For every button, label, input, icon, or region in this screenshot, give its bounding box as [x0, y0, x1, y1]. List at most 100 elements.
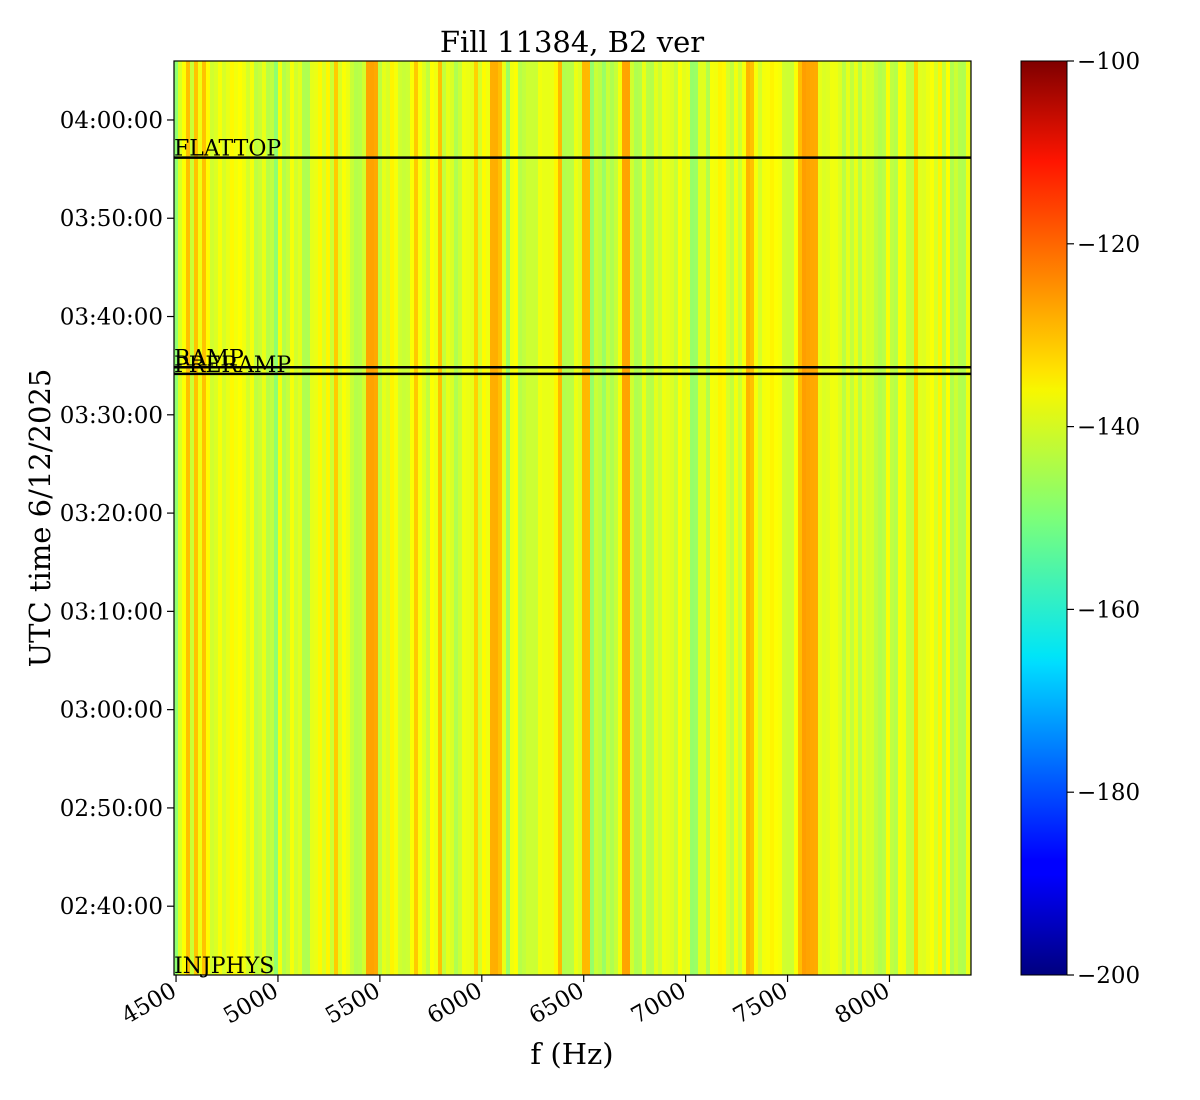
- heatmap-cells: [174, 61, 971, 975]
- heatmap-column: [670, 61, 675, 975]
- heatmap-column: [386, 61, 391, 975]
- heatmap-column: [722, 61, 727, 975]
- heatmap-column: [590, 61, 595, 975]
- heatmap-column: [854, 61, 859, 975]
- heatmap-column: [850, 61, 855, 975]
- heatmap-column: [458, 61, 463, 975]
- heatmap-column: [266, 61, 271, 975]
- heatmap-column: [418, 61, 423, 975]
- heatmap-column: [518, 61, 523, 975]
- heatmap-column: [422, 61, 427, 975]
- heatmap-column: [778, 61, 783, 975]
- y-tick-label: 03:20:00: [60, 501, 163, 527]
- heatmap-column: [898, 61, 903, 975]
- heatmap-column: [790, 61, 795, 975]
- heatmap-column: [802, 61, 807, 975]
- heatmap-column: [638, 61, 643, 975]
- heatmap-column: [678, 61, 683, 975]
- heatmap-column: [462, 61, 467, 975]
- x-tick-label: 7000: [627, 978, 691, 1030]
- heatmap-column: [730, 61, 735, 975]
- plot-frame: [173, 60, 972, 976]
- heatmap-column: [530, 61, 535, 975]
- heatmap-column: [410, 61, 415, 975]
- heatmap-column: [434, 61, 439, 975]
- heatmap-column: [762, 61, 767, 975]
- heatmap-column: [826, 61, 831, 975]
- x-tick-label: 6000: [423, 978, 487, 1030]
- heatmap-column: [254, 61, 259, 975]
- heatmap-column: [858, 61, 863, 975]
- heatmap-column: [334, 61, 339, 975]
- x-tick-label: 7500: [729, 978, 793, 1030]
- heatmap-column: [234, 61, 239, 975]
- heatmap-column: [482, 61, 487, 975]
- heatmap-column: [206, 61, 211, 975]
- colorbar-tick-label: −160: [1077, 597, 1140, 623]
- heatmap-column: [662, 61, 667, 975]
- heatmap-column: [426, 61, 431, 975]
- colorbar-tick-label: −140: [1077, 415, 1140, 441]
- heatmap-column: [438, 61, 443, 975]
- y-tick-label: 02:40:00: [60, 894, 163, 920]
- y-tick-label: 02:50:00: [60, 796, 163, 822]
- heatmap-column: [958, 61, 963, 975]
- heatmap-column: [930, 61, 935, 975]
- heatmap-column: [486, 61, 491, 975]
- heatmap-column: [718, 61, 723, 975]
- heatmap-column: [454, 61, 459, 975]
- heatmap-column: [710, 61, 715, 975]
- chart-title: Fill 11384, B2 ver: [440, 25, 704, 59]
- heatmap-column: [806, 61, 811, 975]
- heatmap-column: [646, 61, 651, 975]
- heatmap-column: [954, 61, 959, 975]
- heatmap-column: [878, 61, 883, 975]
- heatmap-column: [734, 61, 739, 975]
- heatmap-column: [326, 61, 331, 975]
- heatmap-column: [686, 61, 691, 975]
- heatmap-column: [298, 61, 303, 975]
- heatmap-column: [554, 61, 559, 975]
- heatmap-column: [758, 61, 763, 975]
- y-axis-label: UTC time 6/12/2025: [23, 369, 57, 668]
- heatmap-column: [246, 61, 251, 975]
- heatmap-column: [822, 61, 827, 975]
- heatmap-column: [302, 61, 307, 975]
- heatmap-column: [354, 61, 359, 975]
- heatmap-column: [626, 61, 631, 975]
- heatmap-column: [514, 61, 519, 975]
- colorbar-tick-label: −100: [1077, 49, 1140, 75]
- y-tick-label: 04:00:00: [60, 108, 163, 134]
- x-axis: 4500 5000 5500 6000 6500 7000 7500 8000: [117, 975, 894, 1029]
- heatmap-column: [202, 61, 207, 975]
- heatmap-column: [394, 61, 399, 975]
- heatmap-column: [182, 61, 187, 975]
- heatmap-column: [174, 61, 179, 975]
- heatmap-column: [258, 61, 263, 975]
- y-tick-label: 03:40:00: [60, 305, 163, 331]
- heatmap-column: [946, 61, 951, 975]
- heatmap-column: [414, 61, 419, 975]
- heatmap-column: [230, 61, 235, 975]
- heatmap-column: [910, 61, 915, 975]
- heatmap-column: [782, 61, 787, 975]
- heatmap-column: [918, 61, 923, 975]
- colorbar-axis: −200 −180 −160 −140 −120 −100: [1067, 49, 1140, 989]
- heatmap-column: [398, 61, 403, 975]
- heatmap-column: [270, 61, 275, 975]
- heatmap-column: [470, 61, 475, 975]
- heatmap-column: [966, 61, 971, 975]
- heatmap-column: [562, 61, 567, 975]
- heatmap-column: [314, 61, 319, 975]
- heatmap-column: [382, 61, 387, 975]
- colorbar-tick-label: −120: [1077, 232, 1140, 258]
- heatmap-column: [830, 61, 835, 975]
- y-tick-label: 03:00:00: [60, 698, 163, 724]
- heatmap-column: [294, 61, 299, 975]
- heatmap-column: [934, 61, 939, 975]
- heatmap-column: [894, 61, 899, 975]
- heatmap-column: [490, 61, 495, 975]
- heatmap-column: [742, 61, 747, 975]
- heatmap-column: [914, 61, 919, 975]
- heatmap-column: [922, 61, 927, 975]
